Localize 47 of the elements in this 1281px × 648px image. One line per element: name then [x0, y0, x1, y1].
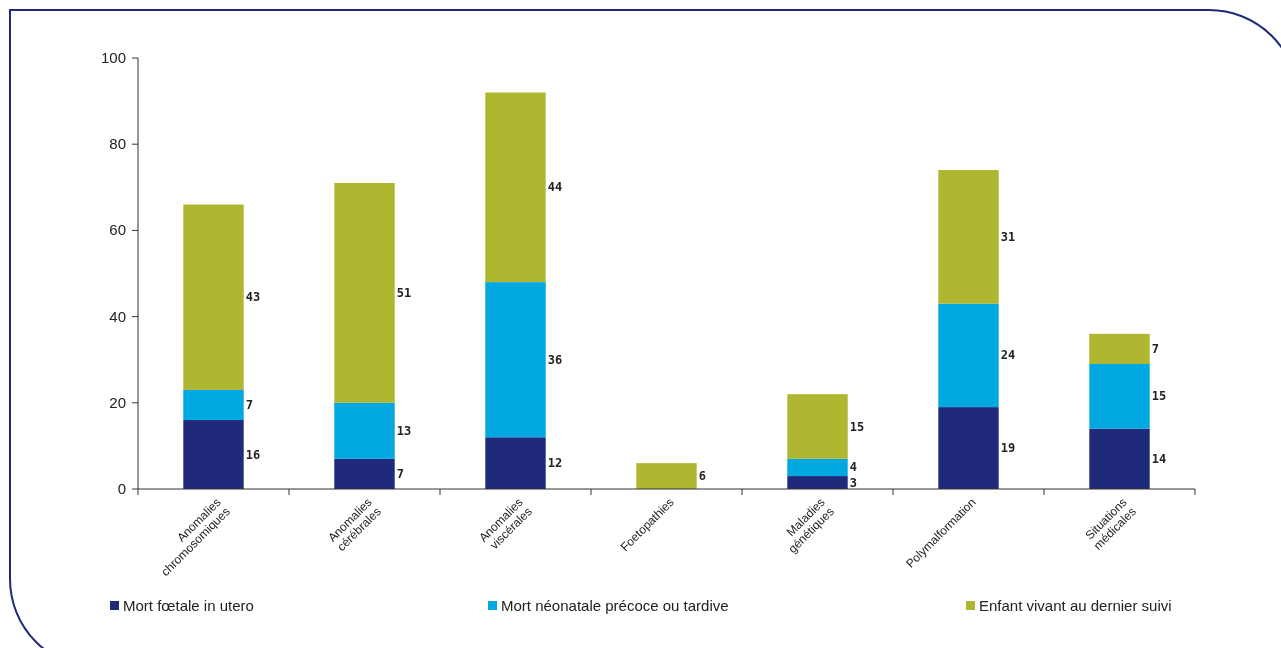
- data-label: 19: [1000, 441, 1016, 456]
- bar: [787, 394, 848, 459]
- bar: [183, 420, 244, 489]
- bar: [183, 204, 244, 390]
- data-label: 15: [1151, 389, 1167, 404]
- bar: [938, 303, 999, 408]
- data-label: 31: [1000, 229, 1016, 244]
- legend-label: Mort néonatale précoce ou tardive: [501, 596, 729, 614]
- bar: [787, 458, 848, 477]
- data-label: 15: [849, 419, 865, 434]
- y-tick-label: 60: [109, 221, 126, 239]
- data-label: 6: [698, 469, 706, 484]
- y-tick-label: 80: [109, 135, 126, 153]
- legend-label: Mort fœtale in utero: [123, 596, 254, 614]
- data-label: 3: [849, 475, 857, 490]
- bar: [938, 407, 999, 489]
- bar: [1089, 428, 1150, 489]
- y-tick-label: 40: [109, 307, 126, 325]
- data-label: 51: [396, 285, 412, 300]
- data-label: 7: [1151, 341, 1159, 356]
- data-label: 12: [547, 456, 563, 471]
- bar: [1089, 333, 1150, 365]
- bar: [636, 463, 697, 489]
- legend-label: Enfant vivant au dernier suivi: [979, 596, 1172, 614]
- y-tick-label: 100: [100, 49, 126, 66]
- bar: [485, 437, 546, 489]
- y-tick-label: 20: [109, 393, 126, 411]
- data-label: 16: [245, 447, 261, 462]
- data-label: 4: [849, 460, 857, 475]
- bar: [183, 389, 244, 421]
- bar: [334, 182, 395, 403]
- bar: [485, 282, 546, 438]
- data-label: 7: [245, 397, 253, 412]
- data-label: 24: [1000, 348, 1016, 363]
- bar: [938, 170, 999, 304]
- bar: [334, 402, 395, 459]
- data-label: 43: [245, 290, 261, 305]
- bar: [334, 458, 395, 489]
- data-label: 13: [396, 423, 412, 438]
- bar: [1089, 364, 1150, 429]
- data-label: 7: [396, 466, 404, 481]
- data-label: 14: [1151, 451, 1167, 466]
- bar: [485, 92, 546, 283]
- bar: [787, 476, 848, 489]
- y-tick-label: 0: [117, 480, 126, 497]
- data-label: 44: [547, 180, 563, 195]
- data-label: 36: [547, 352, 563, 367]
